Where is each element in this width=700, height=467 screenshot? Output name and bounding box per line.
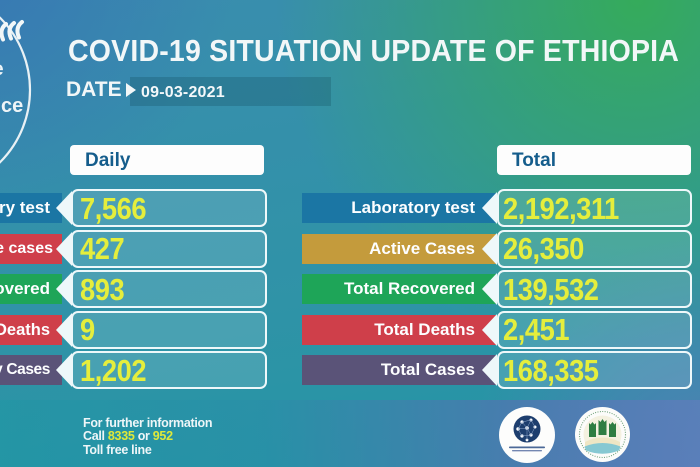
svg-text:e: e: [0, 59, 4, 80]
svg-text:ce: ce: [1, 95, 23, 117]
